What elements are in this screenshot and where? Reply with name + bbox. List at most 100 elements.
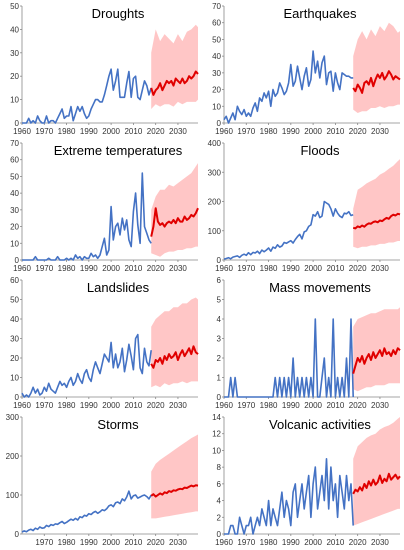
observed-line: [224, 457, 354, 535]
y-tick-label: 0: [15, 393, 20, 402]
y-tick-label: 10: [10, 374, 19, 383]
x-tick-label: 2020: [349, 127, 367, 136]
x-tick-label: 2030: [371, 127, 389, 136]
projection-band: [353, 307, 400, 392]
x-tick-label: 1990: [80, 401, 98, 410]
y-tick-label: 4: [217, 315, 222, 324]
x-tick-label: 1970: [35, 401, 53, 410]
chart-title: Landslides: [87, 280, 150, 295]
x-tick-label: 2010: [124, 127, 142, 136]
x-tick-label: 1970: [237, 538, 255, 547]
y-tick-label: 20: [212, 86, 221, 95]
x-tick-label: 1960: [215, 538, 233, 547]
y-tick-label: 50: [10, 172, 19, 181]
y-tick-label: 10: [10, 96, 19, 105]
y-tick-label: 40: [10, 315, 19, 324]
projected-line: [352, 472, 401, 495]
projection-band: [151, 163, 198, 257]
x-tick-label: 2000: [102, 127, 120, 136]
x-tick-label: 2030: [169, 401, 187, 410]
x-tick-label: 2030: [169, 538, 187, 547]
x-tick-label: 1990: [282, 401, 300, 410]
y-tick-label: 30: [10, 206, 19, 215]
x-tick-label: 1970: [35, 538, 53, 547]
x-tick-label: 2030: [169, 127, 187, 136]
observed-line: [22, 172, 152, 261]
x-tick-label: 1980: [58, 264, 76, 273]
x-tick-label: 1960: [13, 264, 31, 273]
y-tick-label: 3: [217, 335, 222, 344]
x-tick-label: 1980: [58, 127, 76, 136]
chart-panel: 0 10 20 30 40 50 60 70 1960 1970 1980 1990 2000 2010 2…: [0, 137, 202, 274]
x-tick-label: 1970: [35, 127, 53, 136]
chart-svg: 0 2 4 6 8 10 12 14 1960 1970 1980 1990 2000 2010 2020 2…: [212, 413, 401, 547]
chart-title: Extreme temperatures: [54, 143, 183, 158]
y-tick-label: 2: [217, 354, 222, 363]
x-tick-label: 2000: [304, 127, 322, 136]
y-tick-label: 10: [10, 239, 19, 248]
projection-band: [151, 297, 198, 388]
y-tick-label: 70: [10, 139, 19, 148]
y-tick-label: 70: [212, 2, 221, 11]
y-tick-label: 5: [217, 296, 222, 305]
projected-line: [352, 212, 401, 230]
y-tick-label: 4: [217, 497, 222, 506]
x-tick-label: 2010: [124, 401, 142, 410]
observed-line: [223, 200, 354, 260]
y-tick-label: 8: [217, 463, 222, 472]
projected-line: [352, 347, 401, 374]
x-tick-label: 1990: [80, 264, 98, 273]
chart-svg: 0 100 200 300 400 1960 1970 1980 1990 2000 2010 202…: [208, 139, 401, 273]
y-tick-label: 14: [212, 413, 221, 422]
y-tick-label: 0: [217, 119, 222, 128]
x-tick-label: 2020: [349, 264, 367, 273]
x-tick-label: 2000: [102, 538, 120, 547]
y-tick-label: 50: [212, 35, 221, 44]
x-tick-label: 2000: [102, 264, 120, 273]
observed-line: [21, 490, 152, 533]
y-tick-label: 60: [10, 276, 19, 285]
projection-band: [353, 22, 400, 114]
x-tick-label: 1990: [282, 127, 300, 136]
x-tick-label: 2010: [326, 127, 344, 136]
y-tick-label: 40: [10, 189, 19, 198]
projected-line: [150, 345, 199, 369]
y-tick-label: 6: [217, 276, 222, 285]
chart-panel: 0 1 2 3 4 5 6 1960 1970 1980 1990 2000 2010 2020 2030 M…: [202, 274, 404, 411]
x-tick-label: 2010: [326, 401, 344, 410]
x-tick-label: 1980: [58, 401, 76, 410]
x-tick-label: 2000: [102, 401, 120, 410]
y-tick-label: 12: [212, 430, 221, 439]
x-tick-label: 2020: [349, 401, 367, 410]
x-tick-label: 1990: [282, 538, 300, 547]
y-tick-label: 30: [10, 49, 19, 58]
projected-line: [352, 70, 401, 94]
y-tick-label: 6: [217, 480, 222, 489]
x-tick-label: 2020: [147, 538, 165, 547]
y-tick-label: 40: [212, 52, 221, 61]
chart-svg: 0 1 2 3 4 5 6 1960 1970 1980 1990 2000 2010 2020 2030 M…: [215, 276, 401, 410]
observed-line: [21, 333, 152, 398]
y-tick-label: 100: [6, 491, 20, 500]
x-tick-label: 1980: [260, 264, 278, 273]
x-tick-label: 2010: [326, 264, 344, 273]
x-tick-label: 1960: [215, 264, 233, 273]
y-tick-label: 20: [10, 72, 19, 81]
x-tick-label: 1980: [260, 127, 278, 136]
projection-band: [353, 417, 400, 526]
x-tick-label: 1960: [215, 401, 233, 410]
projection-band: [151, 434, 198, 519]
chart-title: Storms: [97, 417, 139, 432]
y-tick-label: 60: [10, 156, 19, 165]
chart-title: Floods: [300, 143, 340, 158]
x-tick-label: 2020: [147, 401, 165, 410]
y-tick-label: 50: [10, 2, 19, 11]
x-tick-label: 2020: [349, 538, 367, 547]
x-tick-label: 1970: [237, 264, 255, 273]
chart-panel: 0 100 200 300 400 1960 1970 1980 1990 2000 2010 202…: [202, 137, 404, 274]
x-tick-label: 1990: [80, 538, 98, 547]
y-tick-label: 200: [208, 198, 222, 207]
y-tick-label: 0: [217, 530, 222, 539]
